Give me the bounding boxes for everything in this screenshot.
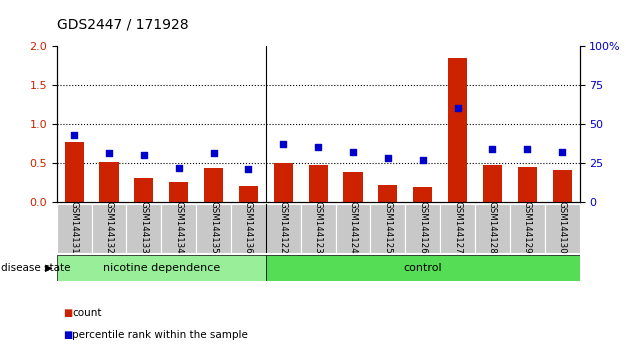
Text: GSM144128: GSM144128: [488, 201, 497, 254]
Point: [139, 152, 149, 158]
Point: [452, 105, 462, 111]
Point: [69, 132, 79, 138]
Text: GSM144130: GSM144130: [558, 201, 566, 254]
Point: [174, 165, 184, 170]
Text: GSM144125: GSM144125: [384, 201, 392, 254]
Text: GSM144123: GSM144123: [314, 201, 323, 254]
Point: [418, 157, 428, 162]
Bar: [57, 204, 91, 253]
Bar: [518, 167, 537, 202]
Text: percentile rank within the sample: percentile rank within the sample: [72, 330, 248, 339]
Text: GSM144131: GSM144131: [70, 201, 79, 254]
Bar: [448, 58, 467, 202]
Point: [522, 146, 532, 152]
Text: GSM144122: GSM144122: [279, 201, 288, 254]
Bar: [343, 172, 363, 202]
Bar: [370, 204, 405, 253]
Bar: [161, 204, 196, 253]
Text: GSM144133: GSM144133: [139, 201, 148, 254]
Text: disease state: disease state: [1, 263, 71, 273]
Point: [278, 141, 289, 147]
Bar: [510, 204, 545, 253]
Bar: [57, 255, 266, 281]
Point: [104, 151, 114, 156]
Text: GDS2447 / 171928: GDS2447 / 171928: [57, 18, 188, 32]
Point: [557, 149, 567, 155]
Bar: [301, 204, 336, 253]
Text: GSM144134: GSM144134: [175, 201, 183, 254]
Bar: [336, 204, 370, 253]
Bar: [413, 187, 432, 202]
Bar: [127, 204, 161, 253]
Bar: [266, 255, 580, 281]
Point: [348, 149, 358, 155]
Text: ▶: ▶: [45, 263, 53, 273]
Bar: [545, 204, 580, 253]
Bar: [100, 162, 118, 202]
Bar: [64, 142, 84, 202]
Bar: [196, 204, 231, 253]
Bar: [440, 204, 475, 253]
Bar: [266, 204, 301, 253]
Bar: [231, 204, 266, 253]
Text: GSM144135: GSM144135: [209, 201, 218, 254]
Text: control: control: [403, 263, 442, 273]
Bar: [378, 185, 398, 202]
Point: [209, 151, 219, 156]
Bar: [134, 178, 154, 202]
Point: [313, 144, 323, 150]
Text: ■: ■: [63, 308, 72, 318]
Text: ■: ■: [63, 330, 72, 339]
Bar: [483, 165, 502, 202]
Bar: [405, 204, 440, 253]
Text: GSM144127: GSM144127: [453, 201, 462, 254]
Text: GSM144124: GSM144124: [348, 201, 357, 254]
Bar: [309, 165, 328, 202]
Bar: [475, 204, 510, 253]
Text: GSM144126: GSM144126: [418, 201, 427, 254]
Bar: [169, 182, 188, 202]
Text: GSM144136: GSM144136: [244, 201, 253, 254]
Text: count: count: [72, 308, 102, 318]
Bar: [239, 186, 258, 202]
Bar: [273, 163, 293, 202]
Bar: [553, 170, 572, 202]
Text: GSM144132: GSM144132: [105, 201, 113, 254]
Bar: [204, 167, 223, 202]
Bar: [91, 204, 127, 253]
Text: nicotine dependence: nicotine dependence: [103, 263, 220, 273]
Point: [383, 155, 393, 161]
Point: [488, 146, 498, 152]
Point: [243, 166, 253, 172]
Text: GSM144129: GSM144129: [523, 201, 532, 254]
